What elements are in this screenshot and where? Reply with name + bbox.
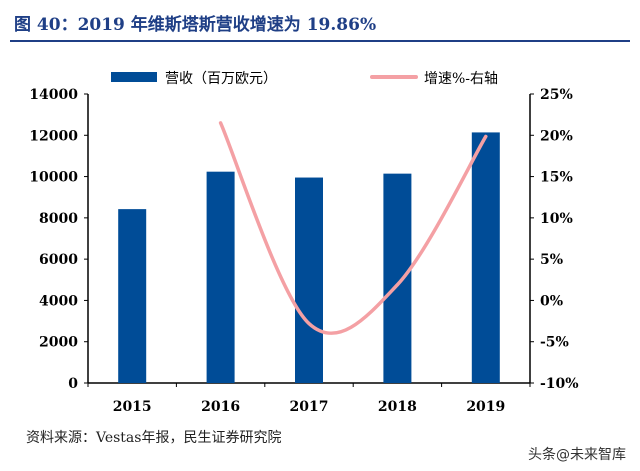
source-note: 资料来源：Vestas年报，民生证券研究院	[26, 430, 282, 446]
right-tick-label: 25%	[540, 87, 573, 103]
legend-line-label: 增速%-右轴	[424, 71, 498, 87]
right-tick-label: -10%	[540, 376, 579, 392]
figure-title: 图 40：2019 年维斯塔斯营收增速为 19.86%	[14, 15, 377, 35]
watermark: 头条@未来智库	[528, 447, 626, 463]
right-tick-label: 20%	[540, 128, 573, 144]
growth-line	[218, 121, 488, 335]
x-tick-label: 2017	[290, 399, 329, 415]
bar-2015	[118, 209, 147, 383]
left-tick-label: 12000	[29, 128, 78, 144]
chart: 0 2000 4000 6000 8000 10000 12000 14000 -10% -5% 0…	[29, 71, 579, 415]
bar-2016	[206, 171, 235, 383]
left-tick-label: 4000	[39, 293, 78, 309]
left-tick-label: 0	[68, 376, 78, 392]
left-tick-label: 10000	[29, 170, 78, 186]
left-tick-label: 2000	[39, 335, 78, 351]
right-tick-label: 10%	[540, 211, 573, 227]
bar-2018	[383, 173, 412, 383]
x-tick-label: 2016	[201, 399, 240, 415]
title-divider	[10, 40, 630, 42]
left-tick-label: 6000	[39, 252, 78, 268]
bar-2019	[471, 132, 500, 383]
left-tick-label: 14000	[29, 87, 78, 103]
right-tick-label: -5%	[540, 335, 569, 351]
x-tick-label: 2015	[113, 399, 152, 415]
legend-bar-swatch	[111, 72, 157, 82]
x-tick-label: 2018	[378, 399, 417, 415]
right-tick-label: 5%	[540, 252, 563, 268]
x-tick-label: 2019	[466, 399, 505, 415]
left-tick-label: 8000	[39, 211, 78, 227]
right-tick-label: 15%	[540, 170, 573, 186]
bar-2017	[295, 177, 323, 383]
right-tick-label: 0%	[540, 293, 563, 309]
legend-bar-label: 营收（百万欧元）	[165, 71, 277, 87]
